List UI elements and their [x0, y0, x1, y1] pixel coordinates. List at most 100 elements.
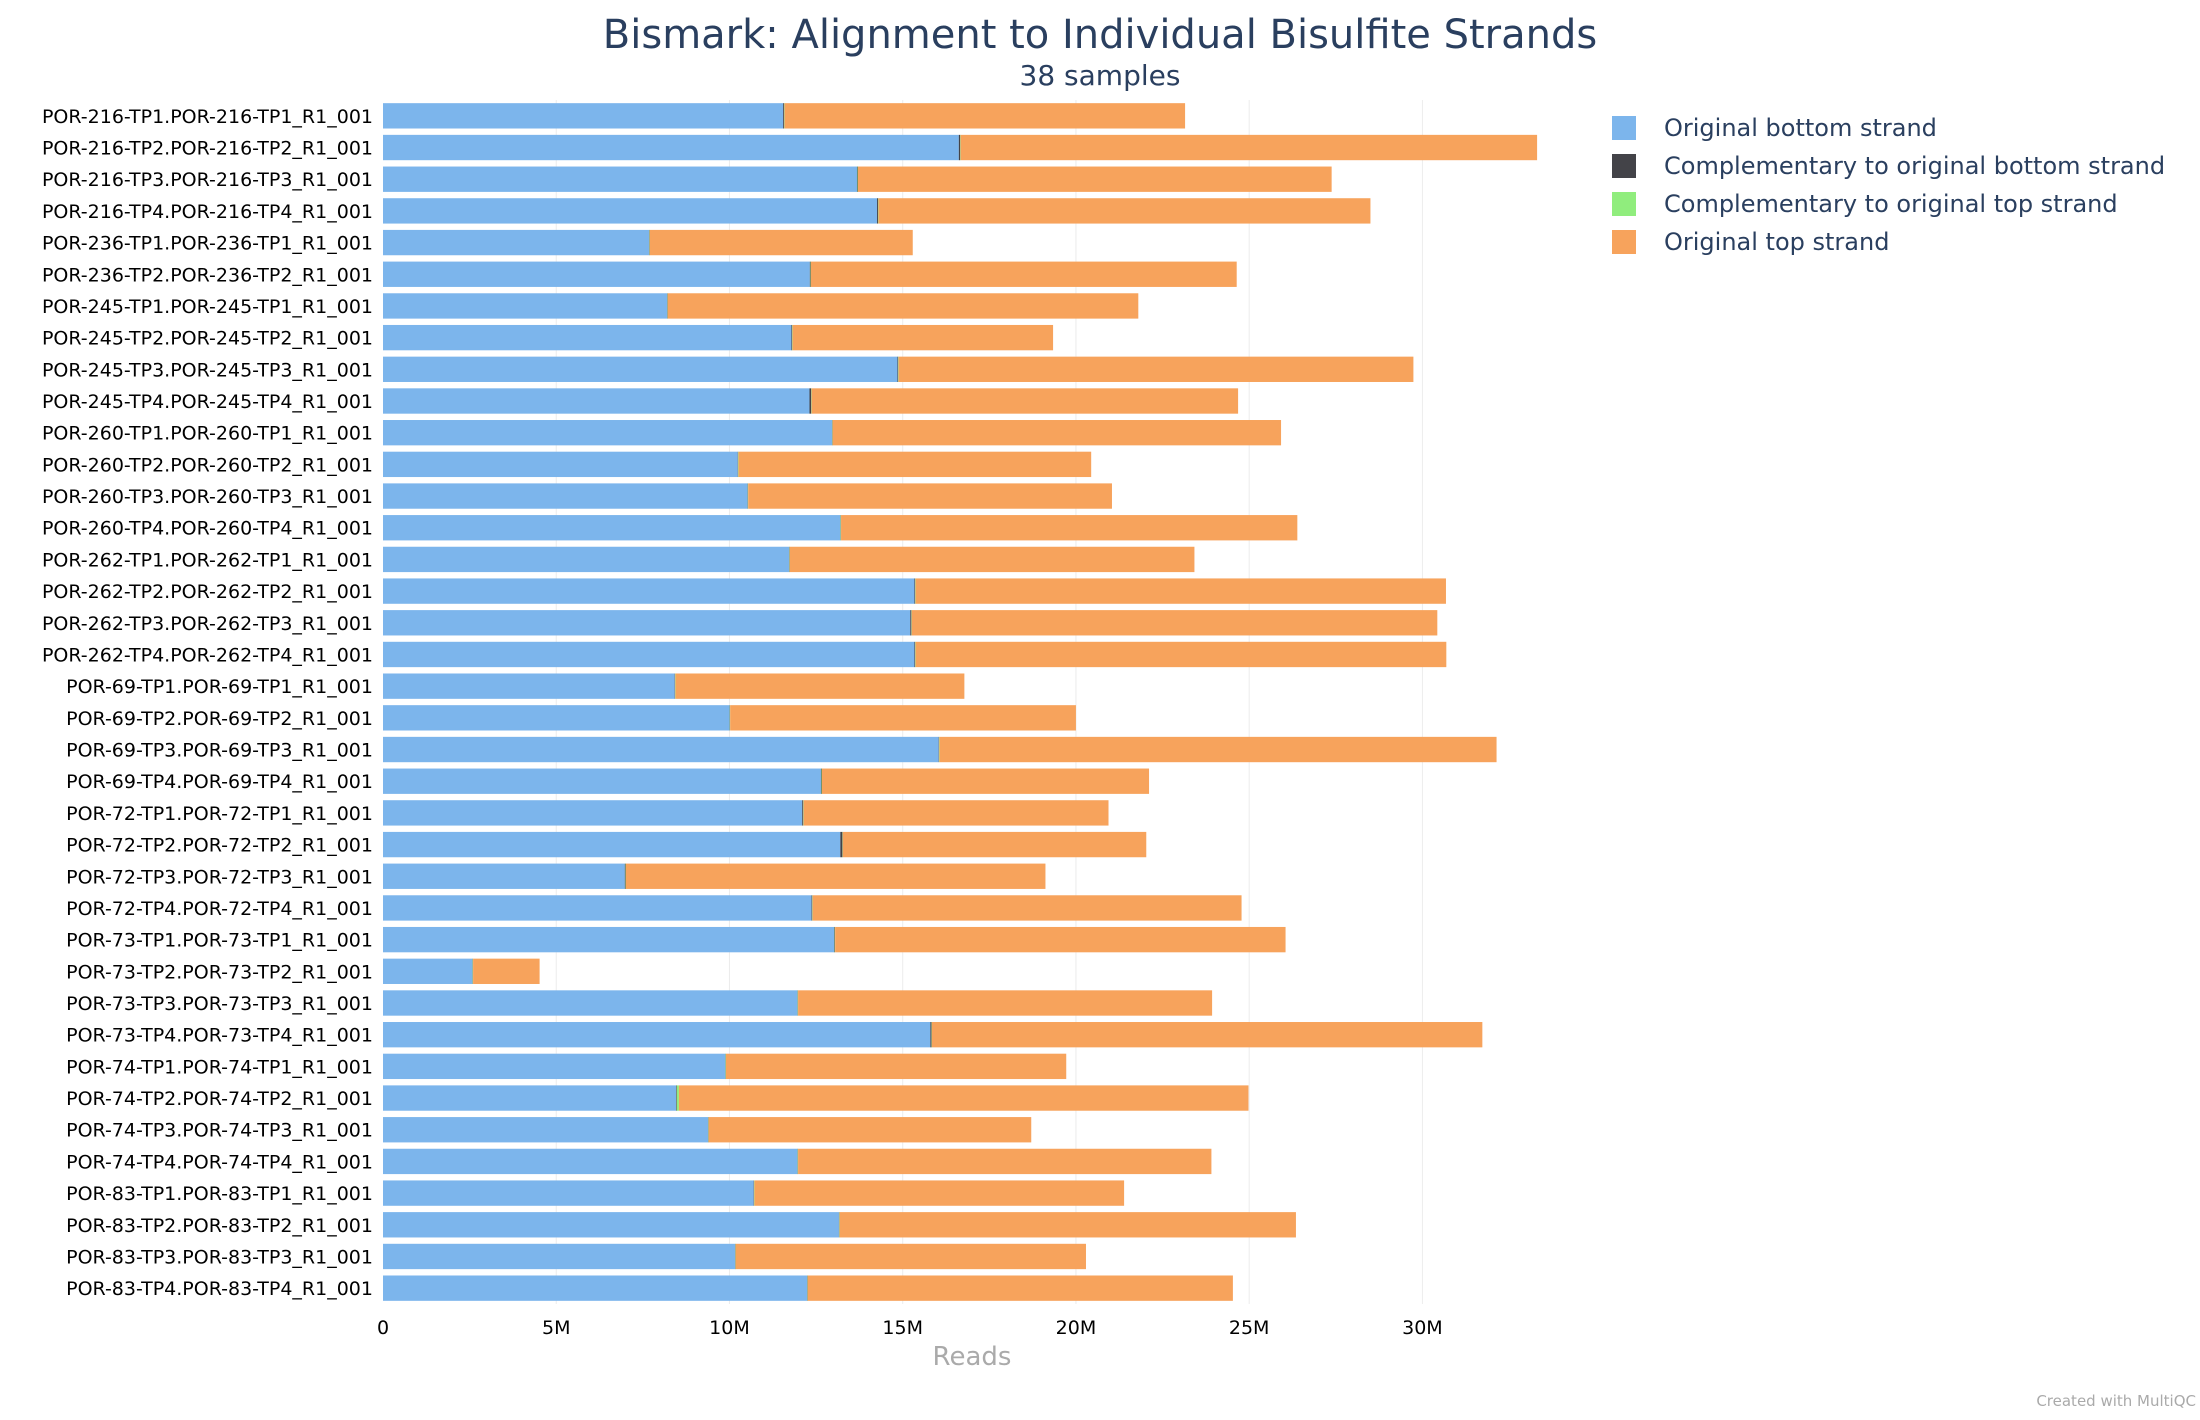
bar-segment[interactable]: [809, 388, 812, 414]
bar-segment[interactable]: [383, 324, 792, 351]
legend-label[interactable]: Original bottom strand: [1664, 114, 1937, 142]
bar-segment[interactable]: [383, 166, 857, 192]
bar-segment[interactable]: [792, 324, 1054, 351]
bar-segment[interactable]: [383, 515, 841, 541]
bar-segment[interactable]: [383, 229, 650, 256]
legend-swatch[interactable]: [1612, 116, 1636, 140]
legend-label[interactable]: Complementary to original bottom strand: [1664, 152, 2165, 180]
bar-segment[interactable]: [802, 800, 804, 826]
bar-segment[interactable]: [958, 134, 961, 161]
bar-segment[interactable]: [878, 198, 1371, 224]
bar-segment[interactable]: [810, 261, 1237, 287]
bar-segment[interactable]: [856, 166, 858, 192]
bar-segment[interactable]: [930, 1022, 932, 1048]
bar-segment[interactable]: [811, 895, 813, 921]
bar-segment[interactable]: [840, 831, 843, 858]
bar-segment[interactable]: [931, 1022, 1483, 1048]
bar-segment[interactable]: [914, 578, 916, 604]
bar-segment[interactable]: [832, 420, 1282, 446]
bar-segment[interactable]: [383, 546, 790, 573]
bar-segment[interactable]: [383, 1243, 736, 1270]
bar-segment[interactable]: [803, 800, 1109, 826]
bar-segment[interactable]: [708, 1117, 1032, 1143]
bar-segment[interactable]: [383, 483, 748, 509]
bar-segment[interactable]: [754, 1180, 1125, 1206]
legend-swatch[interactable]: [1612, 154, 1636, 178]
bar-segment[interactable]: [842, 831, 1147, 858]
bar-segment[interactable]: [791, 324, 793, 351]
bar-segment[interactable]: [383, 1022, 931, 1048]
bar-segment[interactable]: [678, 1085, 1249, 1111]
legend-swatch[interactable]: [1612, 192, 1636, 216]
bar-segment[interactable]: [676, 1085, 677, 1111]
bar-segment[interactable]: [726, 1053, 1067, 1080]
bar-segment[interactable]: [383, 198, 878, 224]
bar-segment[interactable]: [914, 641, 916, 668]
bar-segment[interactable]: [911, 610, 1438, 636]
bar-segment[interactable]: [383, 673, 675, 699]
bar-segment[interactable]: [383, 1117, 708, 1143]
bar-segment[interactable]: [624, 863, 626, 889]
bar-segment[interactable]: [383, 958, 473, 984]
bar-segment[interactable]: [383, 641, 915, 668]
bar-segment[interactable]: [783, 103, 785, 129]
bar-segment[interactable]: [798, 1148, 1212, 1175]
bar-segment[interactable]: [383, 736, 939, 763]
bar-segment[interactable]: [735, 1243, 1086, 1270]
bar-segment[interactable]: [730, 705, 1076, 731]
bar-segment[interactable]: [915, 578, 1446, 604]
bar-segment[interactable]: [807, 1275, 1233, 1301]
bar-segment[interactable]: [473, 958, 540, 984]
bar-segment[interactable]: [834, 926, 835, 953]
bar-segment[interactable]: [383, 990, 798, 1016]
bar-segment[interactable]: [898, 356, 1414, 382]
bar-segment[interactable]: [383, 800, 803, 826]
bar-segment[interactable]: [383, 926, 835, 953]
bar-segment[interactable]: [383, 451, 738, 478]
bar-segment[interactable]: [809, 261, 811, 287]
bar-segment[interactable]: [383, 895, 812, 921]
bar-segment[interactable]: [667, 293, 1139, 319]
bar-segment[interactable]: [383, 356, 898, 382]
legend-label[interactable]: Original top strand: [1664, 228, 1889, 256]
bar-segment[interactable]: [383, 1148, 798, 1175]
bar-segment[interactable]: [383, 1180, 754, 1206]
bar-segment[interactable]: [383, 831, 841, 858]
bar-segment[interactable]: [915, 641, 1447, 668]
bar-segment[interactable]: [383, 610, 911, 636]
bar-segment[interactable]: [649, 229, 913, 256]
bar-segment[interactable]: [789, 546, 1195, 573]
bar-segment[interactable]: [820, 768, 822, 794]
bar-segment[interactable]: [821, 768, 1150, 794]
bar-segment[interactable]: [835, 926, 1286, 953]
bar-segment[interactable]: [383, 768, 821, 794]
bar-segment[interactable]: [625, 863, 1046, 889]
bar-segment[interactable]: [383, 134, 959, 161]
bar-segment[interactable]: [748, 483, 1112, 509]
bar-segment[interactable]: [910, 610, 912, 636]
bar-segment[interactable]: [811, 388, 1239, 414]
bar-segment[interactable]: [383, 420, 833, 446]
bar-segment[interactable]: [676, 1085, 679, 1111]
bar-segment[interactable]: [383, 1085, 677, 1111]
bar-segment[interactable]: [858, 166, 1332, 192]
bar-segment[interactable]: [383, 1275, 808, 1301]
bar-segment[interactable]: [383, 1212, 839, 1238]
bar-segment[interactable]: [738, 451, 1092, 478]
bar-segment[interactable]: [839, 1212, 1296, 1238]
bar-segment[interactable]: [383, 261, 810, 287]
bar-segment[interactable]: [812, 895, 1242, 921]
bar-segment[interactable]: [960, 134, 1538, 161]
legend-swatch[interactable]: [1612, 230, 1636, 254]
bar-segment[interactable]: [383, 293, 668, 319]
bar-segment[interactable]: [897, 356, 899, 382]
bar-segment[interactable]: [798, 990, 1213, 1016]
bar-segment[interactable]: [383, 388, 810, 414]
bar-segment[interactable]: [841, 515, 1298, 541]
legend-label[interactable]: Complementary to original top strand: [1664, 190, 2118, 218]
bar-segment[interactable]: [675, 673, 965, 699]
bar-segment[interactable]: [877, 198, 879, 224]
bar-segment[interactable]: [784, 103, 1186, 129]
bar-segment[interactable]: [383, 578, 915, 604]
bar-segment[interactable]: [383, 1053, 726, 1080]
